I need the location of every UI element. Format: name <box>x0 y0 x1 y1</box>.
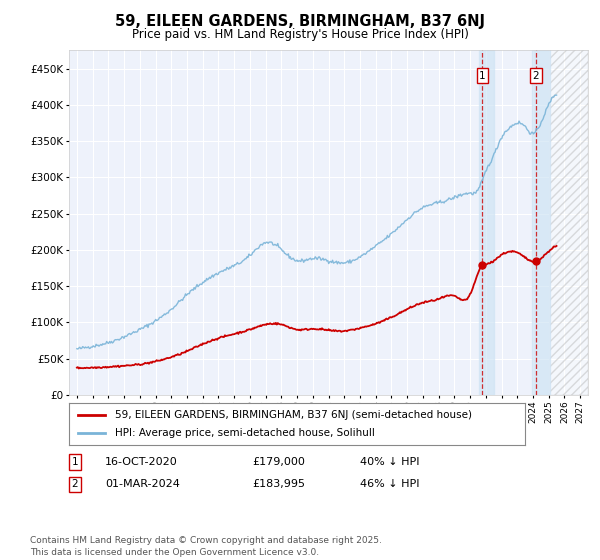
Text: 59, EILEEN GARDENS, BIRMINGHAM, B37 6NJ (semi-detached house): 59, EILEEN GARDENS, BIRMINGHAM, B37 6NJ … <box>115 410 472 420</box>
Text: 59, EILEEN GARDENS, BIRMINGHAM, B37 6NJ: 59, EILEEN GARDENS, BIRMINGHAM, B37 6NJ <box>115 14 485 29</box>
Text: Price paid vs. HM Land Registry's House Price Index (HPI): Price paid vs. HM Land Registry's House … <box>131 28 469 41</box>
Text: Contains HM Land Registry data © Crown copyright and database right 2025.
This d: Contains HM Land Registry data © Crown c… <box>30 536 382 557</box>
Bar <box>479 50 494 395</box>
Bar <box>550 50 588 395</box>
Text: £179,000: £179,000 <box>252 457 305 467</box>
Text: 2: 2 <box>71 479 79 489</box>
Text: 46% ↓ HPI: 46% ↓ HPI <box>360 479 419 489</box>
Text: 2: 2 <box>532 71 539 81</box>
Text: 01-MAR-2024: 01-MAR-2024 <box>105 479 180 489</box>
Text: 16-OCT-2020: 16-OCT-2020 <box>105 457 178 467</box>
Bar <box>532 50 550 395</box>
Text: HPI: Average price, semi-detached house, Solihull: HPI: Average price, semi-detached house,… <box>115 428 374 438</box>
Text: 40% ↓ HPI: 40% ↓ HPI <box>360 457 419 467</box>
Text: 1: 1 <box>71 457 79 467</box>
Text: £183,995: £183,995 <box>252 479 305 489</box>
Text: 1: 1 <box>479 71 486 81</box>
